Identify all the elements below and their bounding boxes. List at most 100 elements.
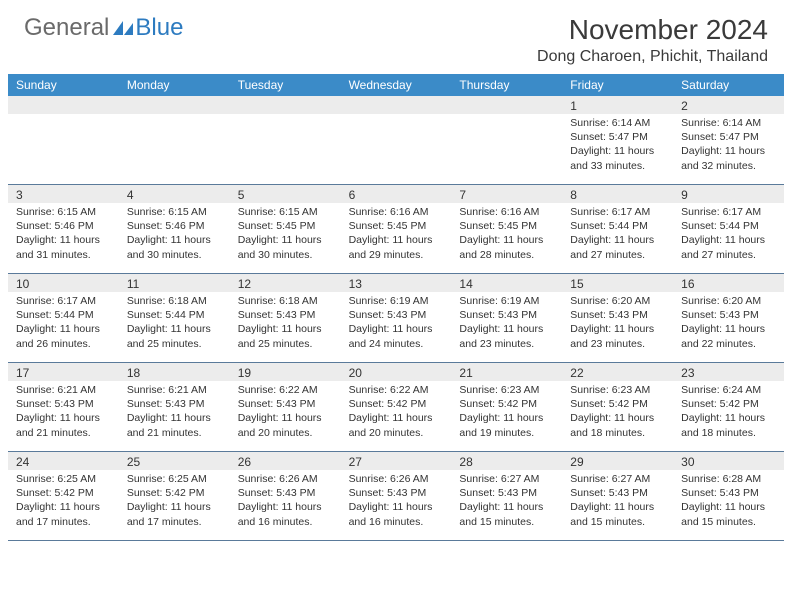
cell-body: Sunrise: 6:26 AMSunset: 5:43 PMDaylight:… bbox=[230, 470, 341, 533]
day-number: 25 bbox=[119, 452, 230, 470]
sunrise-text: Sunrise: 6:18 AM bbox=[238, 294, 333, 308]
calendar-cell: 29Sunrise: 6:27 AMSunset: 5:43 PMDayligh… bbox=[562, 452, 673, 540]
sunrise-text: Sunrise: 6:27 AM bbox=[459, 472, 554, 486]
day-header-monday: Monday bbox=[119, 74, 230, 96]
day-number: 18 bbox=[119, 363, 230, 381]
daylight-text: Daylight: 11 hours and 24 minutes. bbox=[349, 322, 444, 350]
sunset-text: Sunset: 5:43 PM bbox=[238, 486, 333, 500]
day-number: 15 bbox=[562, 274, 673, 292]
sunset-text: Sunset: 5:43 PM bbox=[127, 397, 222, 411]
sunset-text: Sunset: 5:47 PM bbox=[681, 130, 776, 144]
cell-body: Sunrise: 6:27 AMSunset: 5:43 PMDaylight:… bbox=[562, 470, 673, 533]
calendar: Sunday Monday Tuesday Wednesday Thursday… bbox=[0, 74, 792, 541]
day-number: 4 bbox=[119, 185, 230, 203]
week-row: 1Sunrise: 6:14 AMSunset: 5:47 PMDaylight… bbox=[8, 96, 784, 185]
sunset-text: Sunset: 5:42 PM bbox=[16, 486, 111, 500]
daylight-text: Daylight: 11 hours and 22 minutes. bbox=[681, 322, 776, 350]
cell-body: Sunrise: 6:20 AMSunset: 5:43 PMDaylight:… bbox=[562, 292, 673, 355]
cell-body: Sunrise: 6:26 AMSunset: 5:43 PMDaylight:… bbox=[341, 470, 452, 533]
calendar-cell: 3Sunrise: 6:15 AMSunset: 5:46 PMDaylight… bbox=[8, 185, 119, 273]
daylight-text: Daylight: 11 hours and 15 minutes. bbox=[459, 500, 554, 528]
daylight-text: Daylight: 11 hours and 17 minutes. bbox=[127, 500, 222, 528]
calendar-cell bbox=[8, 96, 119, 184]
calendar-cell: 13Sunrise: 6:19 AMSunset: 5:43 PMDayligh… bbox=[341, 274, 452, 362]
sunset-text: Sunset: 5:43 PM bbox=[681, 486, 776, 500]
daylight-text: Daylight: 11 hours and 29 minutes. bbox=[349, 233, 444, 261]
cell-body: Sunrise: 6:28 AMSunset: 5:43 PMDaylight:… bbox=[673, 470, 784, 533]
sunset-text: Sunset: 5:43 PM bbox=[459, 486, 554, 500]
sunrise-text: Sunrise: 6:26 AM bbox=[238, 472, 333, 486]
sunset-text: Sunset: 5:43 PM bbox=[349, 308, 444, 322]
daylight-text: Daylight: 11 hours and 23 minutes. bbox=[570, 322, 665, 350]
week-row: 10Sunrise: 6:17 AMSunset: 5:44 PMDayligh… bbox=[8, 274, 784, 363]
daylight-text: Daylight: 11 hours and 25 minutes. bbox=[238, 322, 333, 350]
sunset-text: Sunset: 5:44 PM bbox=[570, 219, 665, 233]
cell-body bbox=[341, 114, 452, 120]
day-number bbox=[341, 96, 452, 114]
sunset-text: Sunset: 5:45 PM bbox=[349, 219, 444, 233]
sunrise-text: Sunrise: 6:20 AM bbox=[681, 294, 776, 308]
sunset-text: Sunset: 5:43 PM bbox=[570, 486, 665, 500]
sunset-text: Sunset: 5:44 PM bbox=[681, 219, 776, 233]
calendar-cell: 27Sunrise: 6:26 AMSunset: 5:43 PMDayligh… bbox=[341, 452, 452, 540]
calendar-cell: 8Sunrise: 6:17 AMSunset: 5:44 PMDaylight… bbox=[562, 185, 673, 273]
day-number: 23 bbox=[673, 363, 784, 381]
calendar-cell: 4Sunrise: 6:15 AMSunset: 5:46 PMDaylight… bbox=[119, 185, 230, 273]
day-number: 22 bbox=[562, 363, 673, 381]
day-number: 10 bbox=[8, 274, 119, 292]
sunset-text: Sunset: 5:43 PM bbox=[681, 308, 776, 322]
sunset-text: Sunset: 5:42 PM bbox=[681, 397, 776, 411]
day-number: 21 bbox=[451, 363, 562, 381]
day-number: 5 bbox=[230, 185, 341, 203]
logo-text-general: General bbox=[24, 14, 109, 42]
calendar-cell: 30Sunrise: 6:28 AMSunset: 5:43 PMDayligh… bbox=[673, 452, 784, 540]
cell-body: Sunrise: 6:17 AMSunset: 5:44 PMDaylight:… bbox=[562, 203, 673, 266]
day-number: 29 bbox=[562, 452, 673, 470]
cell-body: Sunrise: 6:22 AMSunset: 5:42 PMDaylight:… bbox=[341, 381, 452, 444]
calendar-cell bbox=[230, 96, 341, 184]
sunset-text: Sunset: 5:44 PM bbox=[127, 308, 222, 322]
sunrise-text: Sunrise: 6:23 AM bbox=[570, 383, 665, 397]
sunrise-text: Sunrise: 6:25 AM bbox=[16, 472, 111, 486]
calendar-cell: 11Sunrise: 6:18 AMSunset: 5:44 PMDayligh… bbox=[119, 274, 230, 362]
calendar-cell: 22Sunrise: 6:23 AMSunset: 5:42 PMDayligh… bbox=[562, 363, 673, 451]
calendar-cell: 25Sunrise: 6:25 AMSunset: 5:42 PMDayligh… bbox=[119, 452, 230, 540]
daylight-text: Daylight: 11 hours and 23 minutes. bbox=[459, 322, 554, 350]
day-header-sunday: Sunday bbox=[8, 74, 119, 96]
cell-body: Sunrise: 6:19 AMSunset: 5:43 PMDaylight:… bbox=[451, 292, 562, 355]
cell-body: Sunrise: 6:18 AMSunset: 5:44 PMDaylight:… bbox=[119, 292, 230, 355]
calendar-cell: 24Sunrise: 6:25 AMSunset: 5:42 PMDayligh… bbox=[8, 452, 119, 540]
cell-body: Sunrise: 6:19 AMSunset: 5:43 PMDaylight:… bbox=[341, 292, 452, 355]
calendar-cell: 9Sunrise: 6:17 AMSunset: 5:44 PMDaylight… bbox=[673, 185, 784, 273]
cell-body: Sunrise: 6:17 AMSunset: 5:44 PMDaylight:… bbox=[673, 203, 784, 266]
cell-body: Sunrise: 6:18 AMSunset: 5:43 PMDaylight:… bbox=[230, 292, 341, 355]
day-header-tuesday: Tuesday bbox=[230, 74, 341, 96]
sunrise-text: Sunrise: 6:26 AM bbox=[349, 472, 444, 486]
sunrise-text: Sunrise: 6:14 AM bbox=[570, 116, 665, 130]
day-header-wednesday: Wednesday bbox=[341, 74, 452, 96]
sunrise-text: Sunrise: 6:17 AM bbox=[570, 205, 665, 219]
calendar-cell: 6Sunrise: 6:16 AMSunset: 5:45 PMDaylight… bbox=[341, 185, 452, 273]
sunset-text: Sunset: 5:47 PM bbox=[570, 130, 665, 144]
sunrise-text: Sunrise: 6:23 AM bbox=[459, 383, 554, 397]
daylight-text: Daylight: 11 hours and 28 minutes. bbox=[459, 233, 554, 261]
cell-body: Sunrise: 6:15 AMSunset: 5:46 PMDaylight:… bbox=[8, 203, 119, 266]
day-number: 11 bbox=[119, 274, 230, 292]
sunrise-text: Sunrise: 6:15 AM bbox=[16, 205, 111, 219]
cell-body: Sunrise: 6:14 AMSunset: 5:47 PMDaylight:… bbox=[562, 114, 673, 177]
cell-body: Sunrise: 6:20 AMSunset: 5:43 PMDaylight:… bbox=[673, 292, 784, 355]
day-number: 12 bbox=[230, 274, 341, 292]
daylight-text: Daylight: 11 hours and 27 minutes. bbox=[570, 233, 665, 261]
sunset-text: Sunset: 5:46 PM bbox=[127, 219, 222, 233]
day-number bbox=[451, 96, 562, 114]
sunrise-text: Sunrise: 6:22 AM bbox=[238, 383, 333, 397]
calendar-cell: 19Sunrise: 6:22 AMSunset: 5:43 PMDayligh… bbox=[230, 363, 341, 451]
daylight-text: Daylight: 11 hours and 15 minutes. bbox=[681, 500, 776, 528]
sunset-text: Sunset: 5:43 PM bbox=[459, 308, 554, 322]
day-number: 26 bbox=[230, 452, 341, 470]
calendar-cell bbox=[451, 96, 562, 184]
day-number: 20 bbox=[341, 363, 452, 381]
daylight-text: Daylight: 11 hours and 30 minutes. bbox=[238, 233, 333, 261]
sunrise-text: Sunrise: 6:17 AM bbox=[681, 205, 776, 219]
calendar-cell: 18Sunrise: 6:21 AMSunset: 5:43 PMDayligh… bbox=[119, 363, 230, 451]
